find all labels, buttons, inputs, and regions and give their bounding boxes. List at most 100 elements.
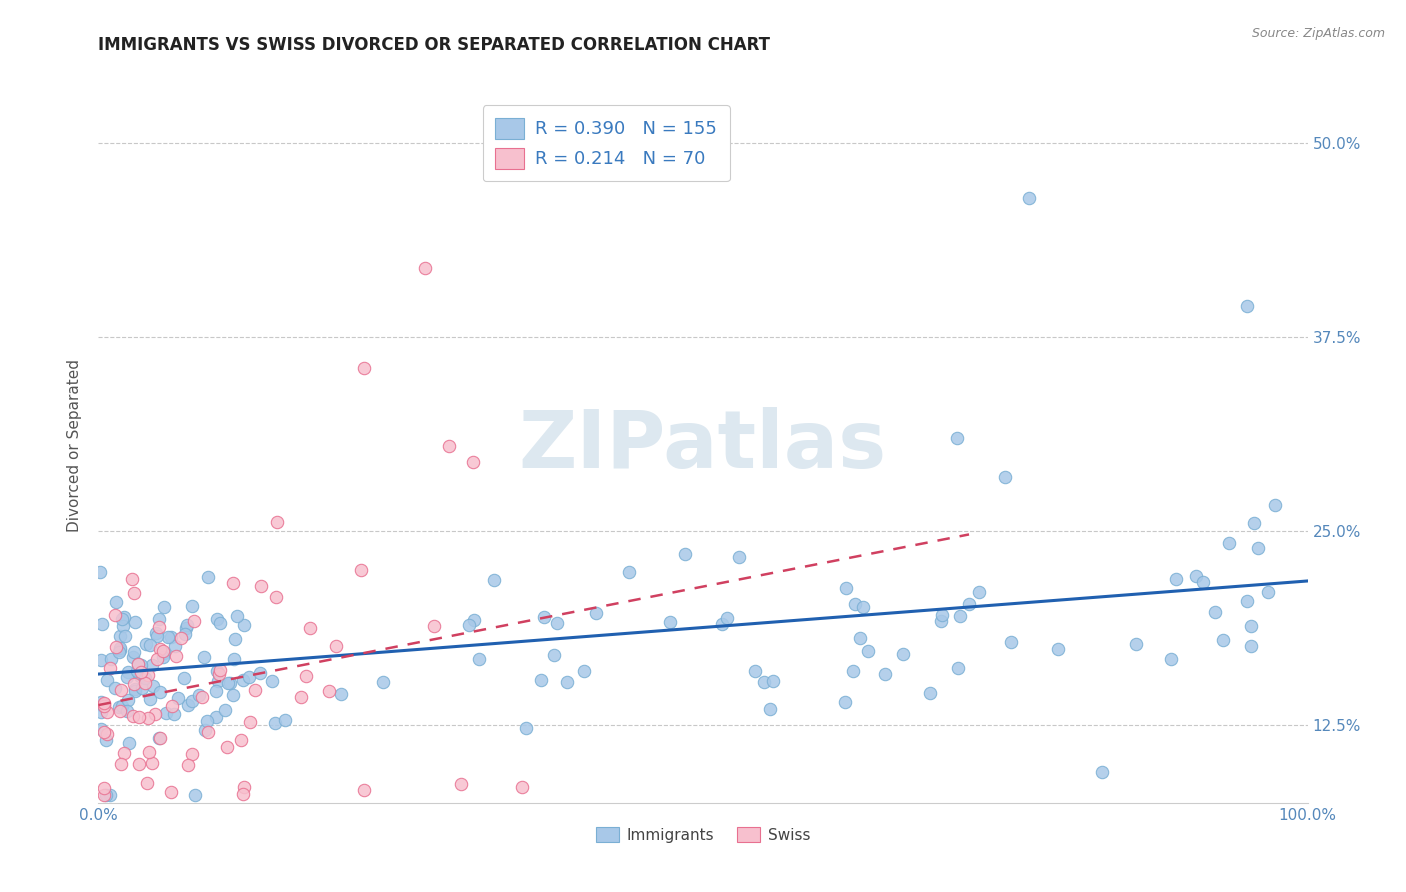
Point — [891, 647, 914, 661]
Point — [834, 581, 856, 595]
Point — [170, 632, 193, 646]
Point — [136, 711, 159, 725]
Point — [1239, 639, 1261, 653]
Point — [249, 665, 271, 680]
Point — [946, 431, 969, 445]
Point — [148, 612, 170, 626]
Point — [295, 668, 318, 682]
Point — [226, 608, 249, 623]
Point — [117, 692, 139, 706]
Point — [173, 671, 195, 685]
Point — [274, 713, 297, 727]
Point — [217, 675, 239, 690]
Point — [423, 619, 446, 633]
Point — [110, 756, 132, 771]
Point — [177, 698, 200, 712]
Point — [1243, 516, 1265, 531]
Point — [231, 733, 253, 747]
Point — [149, 642, 172, 657]
Point — [100, 651, 122, 665]
Point — [533, 609, 555, 624]
Point — [135, 637, 157, 651]
Point — [413, 260, 436, 275]
Point — [166, 690, 188, 705]
Point — [131, 681, 153, 695]
Point — [117, 670, 139, 684]
Point — [744, 665, 766, 679]
Point — [264, 716, 287, 731]
Point — [585, 607, 607, 621]
Point — [125, 664, 148, 678]
Point — [148, 731, 170, 745]
Point — [350, 563, 373, 577]
Point — [139, 638, 162, 652]
Point — [90, 706, 112, 720]
Point — [371, 675, 394, 690]
Point — [762, 673, 785, 688]
Point — [222, 652, 245, 666]
Point — [134, 671, 156, 685]
Point — [91, 699, 114, 714]
Point — [1212, 633, 1234, 648]
Point — [191, 690, 214, 704]
Point — [482, 573, 505, 587]
Point — [128, 756, 150, 771]
Point — [108, 699, 131, 714]
Point — [96, 705, 118, 719]
Point — [994, 470, 1017, 484]
Point — [111, 612, 134, 626]
Point — [1125, 637, 1147, 651]
Point — [115, 704, 138, 718]
Point — [93, 697, 115, 711]
Point — [112, 747, 135, 761]
Point — [208, 667, 231, 681]
Point — [152, 649, 174, 664]
Point — [1264, 499, 1286, 513]
Point — [193, 723, 215, 738]
Point — [112, 619, 135, 633]
Point — [122, 677, 145, 691]
Point — [93, 724, 115, 739]
Point — [218, 676, 240, 690]
Point — [160, 785, 183, 799]
Point — [153, 646, 176, 660]
Point — [135, 775, 157, 789]
Point — [124, 615, 146, 629]
Point — [114, 629, 136, 643]
Point — [946, 660, 969, 674]
Point — [1000, 635, 1022, 649]
Point — [160, 698, 183, 713]
Point — [463, 454, 485, 468]
Point — [1240, 619, 1263, 633]
Point — [118, 736, 141, 750]
Point — [1236, 299, 1258, 313]
Point — [232, 787, 254, 801]
Point — [555, 674, 578, 689]
Point — [104, 681, 127, 695]
Point — [143, 707, 166, 722]
Point — [844, 597, 866, 611]
Point — [205, 664, 228, 678]
Point — [215, 739, 238, 754]
Point — [209, 615, 232, 630]
Point — [949, 609, 972, 624]
Point — [759, 702, 782, 716]
Point — [195, 714, 218, 728]
Text: ZIPatlas: ZIPatlas — [519, 407, 887, 485]
Point — [207, 674, 229, 689]
Point — [318, 684, 340, 698]
Point — [298, 621, 321, 635]
Point — [1185, 568, 1208, 582]
Point — [931, 608, 953, 623]
Point — [1218, 536, 1240, 550]
Point — [727, 550, 749, 565]
Point — [1046, 641, 1069, 656]
Point — [1160, 651, 1182, 665]
Point — [716, 611, 738, 625]
Point — [849, 631, 872, 645]
Point — [136, 668, 159, 682]
Point — [142, 679, 165, 693]
Point — [104, 608, 127, 623]
Point — [124, 681, 146, 696]
Point — [353, 361, 375, 376]
